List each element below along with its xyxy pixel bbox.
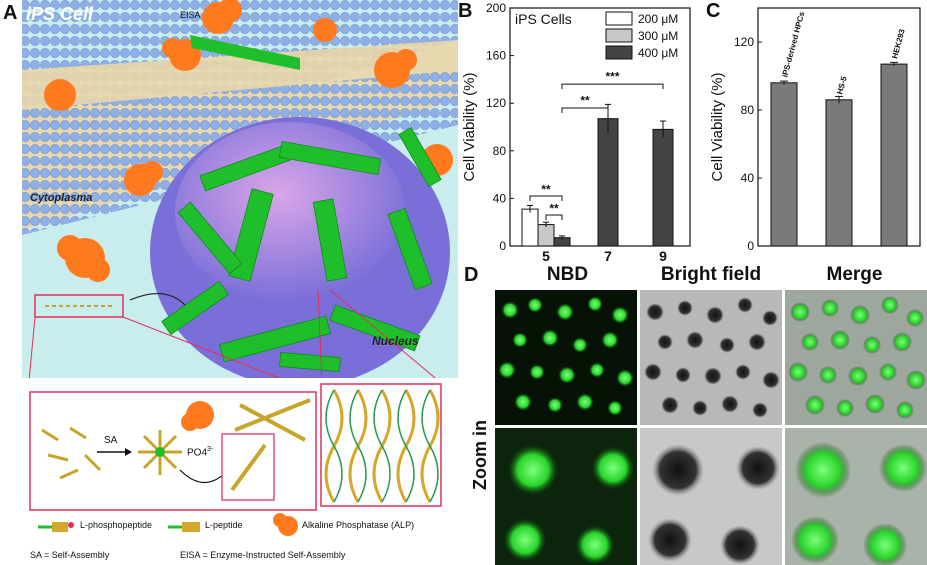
- chart-b-significance-bracket: [561, 107, 609, 113]
- chart-b-bar: [597, 118, 619, 247]
- chart-c: 0 40 80 120 Cell Viability (%) iPS-derived HP…: [709, 7, 921, 253]
- chart-b-ytick-label: 80: [493, 144, 507, 158]
- chart-b-ytick-label: 40: [493, 191, 507, 205]
- chart-c-ytick-label: 40: [741, 171, 755, 185]
- nucleus-fibers: [161, 126, 442, 373]
- nbd-image: [495, 290, 637, 425]
- chart-b-title: iPS Cells: [515, 11, 572, 27]
- chart-b-significance-bracket: [561, 83, 664, 90]
- sa-label: SA: [104, 435, 118, 446]
- chart-b-bar: [652, 128, 674, 247]
- chart-c-ytick-label: 120: [734, 35, 754, 49]
- cell-title: iPS Cell: [26, 4, 94, 24]
- merge-zoom-image: [785, 428, 927, 565]
- panel-a: A iPS Cell EISA Cytoplasma Nucleus SA PO…: [0, 0, 458, 565]
- panel-d-letter: D: [464, 264, 479, 286]
- chart-b-legend-swatch: [605, 11, 633, 26]
- twisted-nanofibers: [324, 389, 440, 503]
- fiber-on-membrane: [190, 35, 300, 70]
- legend-peptide-icon: [168, 522, 200, 532]
- chart-b-ylabel: Cell Viability (%): [461, 73, 478, 182]
- chart-b-xtick-label: 5: [542, 248, 550, 262]
- chart-b-ytick-label: 160: [486, 49, 506, 63]
- chart-c-bar: [770, 82, 798, 247]
- cytoplasma-label: Cytoplasma: [30, 192, 93, 204]
- chart-b-xtick-label: 9: [659, 248, 667, 262]
- row-zoom-in-label: Zoom in: [470, 420, 490, 490]
- nanofibers-small: [230, 398, 311, 492]
- chart-b-ytick-label: 0: [499, 239, 506, 253]
- chart-b-legend-label: 300 μM: [638, 29, 678, 43]
- chart-b-significance-bracket: [529, 195, 563, 202]
- legend-phosphopeptide-icon: [38, 522, 74, 532]
- panel-c-letter: C: [706, 0, 721, 22]
- legend-alp-label: Alkaline Phosphatase (ALP): [302, 520, 415, 530]
- chart-b-bar: [537, 224, 555, 247]
- chart-b-legend-label: 400 μM: [638, 46, 678, 60]
- chart-c-bar: [880, 63, 908, 247]
- monomers: [41, 426, 102, 480]
- brightfield-image: [640, 290, 782, 425]
- column-nbd-label: NBD: [546, 264, 589, 285]
- eisa-arrow-label: EISA: [180, 10, 201, 20]
- micrograph-grid: [495, 290, 927, 565]
- panel-a-illustration: [22, 0, 458, 565]
- chart-b-significance-label: **: [580, 93, 590, 107]
- sa-definition: SA = Self-Assembly: [30, 550, 110, 560]
- legend-peptide-label: L-peptide: [205, 520, 243, 530]
- chart-c-category-label: HS-5: [835, 75, 849, 95]
- chart-b-legend-swatch: [605, 45, 633, 60]
- chart-c-ylabel: Cell Viability (%): [709, 73, 726, 182]
- chart-b-significance-bracket: [545, 214, 563, 221]
- chart-b-bar: [521, 208, 539, 247]
- chart-b-legend-label: 200 μM: [638, 12, 678, 26]
- chart-b-significance-label: ***: [605, 70, 619, 84]
- brightfield-zoom-image: [640, 428, 782, 565]
- chart-c-category-label: iPS-derived HPCs: [780, 10, 806, 78]
- chart-b-significance-label: **: [541, 183, 551, 197]
- chart-c-ytick-label: 80: [741, 103, 755, 117]
- chart-b-significance-label: **: [549, 202, 559, 216]
- chart-c-bar: [825, 99, 853, 247]
- eisa-definition: EISA = Enzyme-Instructed Self-Assembly: [180, 550, 346, 560]
- chart-c-ytick-label: 0: [747, 239, 754, 253]
- chart-b: 0 40 80 120 160 200 Cell Viability (%) iPS Cell…: [461, 1, 691, 262]
- chart-b-ytick-label: 120: [486, 96, 506, 110]
- phosphate-label: PO43-: [187, 446, 213, 458]
- chart-b-ytick-label: 200: [486, 1, 506, 15]
- merge-image: [785, 290, 927, 425]
- column-brightfield-label: Bright field: [660, 264, 762, 285]
- chart-b-legend-swatch: [605, 28, 633, 43]
- nbd-zoom-image: [495, 428, 637, 565]
- chart-b-xtick-label: 7: [604, 248, 612, 262]
- nucleus-label: Nucleus: [372, 334, 419, 348]
- panel-b-letter: B: [458, 0, 473, 22]
- legend-phosphopeptide-label: L-phosphopeptide: [80, 520, 153, 530]
- phosphate-text: PO4: [187, 447, 208, 459]
- phosphate-charge: 3-: [207, 446, 214, 453]
- column-merge-label: Merge: [826, 264, 883, 285]
- panel-a-letter: A: [3, 2, 18, 24]
- chart-c-category-label: HEK293: [890, 28, 907, 60]
- legend-alp-icon: [273, 513, 298, 536]
